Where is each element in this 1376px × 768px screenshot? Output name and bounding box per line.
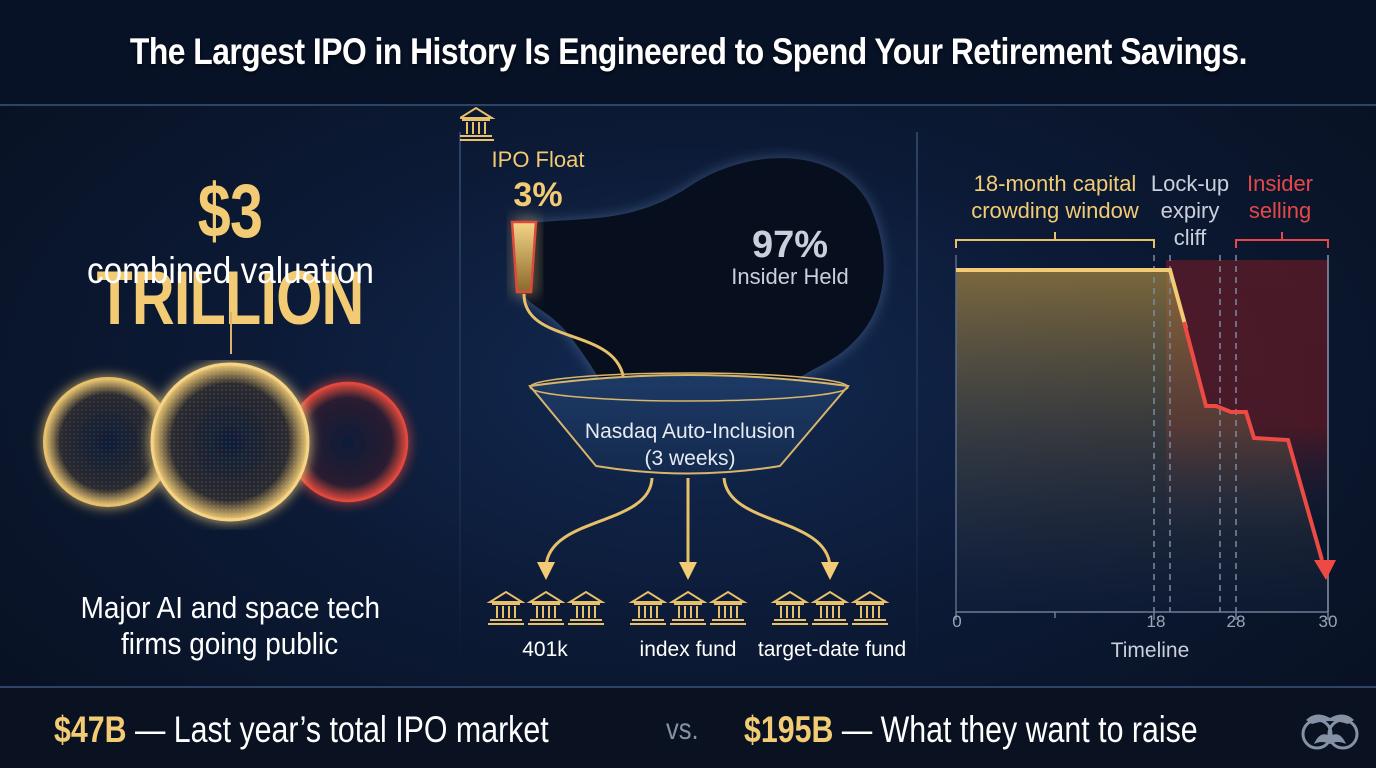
headline-subtitle: combined valuation bbox=[86, 250, 374, 291]
panel-divider-left bbox=[459, 132, 461, 662]
down-arrow-icon bbox=[1314, 560, 1336, 580]
timeline-chart bbox=[955, 232, 1336, 620]
x-tick: 28 bbox=[1226, 612, 1246, 631]
funnel-label: Nasdaq Auto-Inclusion (3 weeks) bbox=[584, 420, 796, 470]
footer bbox=[0, 686, 1376, 768]
destination-index-fund: index fund bbox=[639, 638, 737, 661]
float-flow-arrow bbox=[522, 293, 626, 383]
ipo-float-label: IPO Float bbox=[491, 147, 585, 172]
destination-401k: 401k bbox=[522, 638, 568, 661]
window-annotation: 18-month capital crowding window bbox=[971, 171, 1139, 223]
price-line-gold bbox=[956, 268, 1188, 329]
raise-value: $195B bbox=[744, 709, 834, 750]
sphere-left bbox=[43, 377, 173, 507]
last-year-value: $47B bbox=[54, 709, 127, 750]
footer-left-stat: $47B — Last year’s total IPO market bbox=[54, 700, 657, 760]
last-year-text: — Last year’s total IPO market bbox=[134, 709, 549, 750]
x-tick: 30 bbox=[1318, 612, 1338, 631]
destination-target-date-fund: target-date fund bbox=[757, 638, 907, 661]
x-axis-label: Timeline bbox=[1110, 639, 1190, 662]
insider-bracket bbox=[1235, 232, 1329, 248]
header: The Largest IPO in History Is Engineered… bbox=[0, 0, 1376, 106]
x-tick: 18 bbox=[1146, 612, 1166, 631]
footer-right-stat: $195B — What they want to raise bbox=[744, 700, 1297, 760]
binoculars-mustache-logo-icon bbox=[1301, 714, 1359, 750]
price-line-red bbox=[1182, 321, 1324, 561]
connector-line bbox=[230, 312, 232, 354]
insider-held-label: Insider Held bbox=[731, 264, 849, 289]
bank-icons bbox=[460, 106, 889, 625]
lockup-annotation: Lock-up expiry cliff bbox=[1150, 171, 1230, 250]
ipo-float-percent: 3% bbox=[513, 176, 563, 214]
window-bracket bbox=[955, 232, 1155, 248]
page-title: The Largest IPO in History Is Engineered… bbox=[129, 31, 1247, 72]
spheres-graphic bbox=[43, 362, 409, 522]
ownership-funnel-graphic bbox=[460, 106, 889, 625]
insider-selling-annotation: Insider selling bbox=[1246, 171, 1314, 223]
sphere-center bbox=[150, 362, 310, 522]
insider-held-percent: 97% bbox=[751, 224, 829, 266]
raise-text: — What they want to raise bbox=[841, 709, 1198, 750]
left-caption: Major AI and space tech firms going publ… bbox=[80, 590, 380, 661]
panel-divider-right bbox=[916, 132, 918, 662]
x-tick: 0 bbox=[952, 612, 962, 631]
ipo-float-bar bbox=[510, 220, 538, 294]
footer-vs: vs. bbox=[666, 713, 699, 746]
